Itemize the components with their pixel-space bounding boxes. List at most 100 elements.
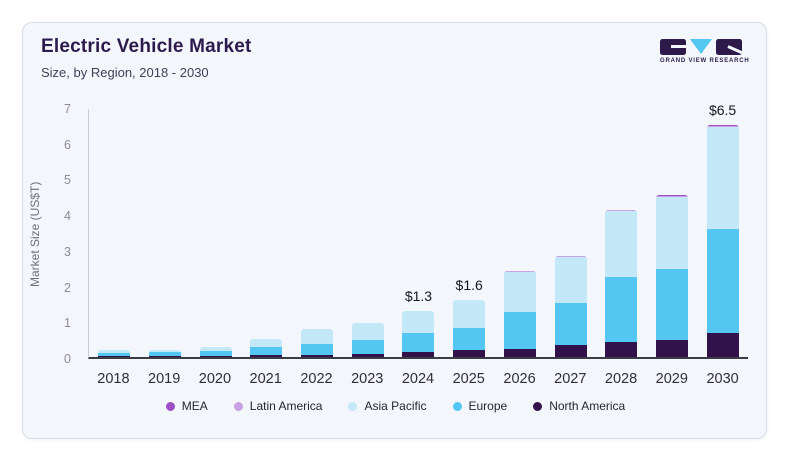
bar-segment-asia-pacific[interactable] xyxy=(706,127,739,230)
value-label-2024: $1.3 xyxy=(404,287,433,304)
bar-column-2028[interactable] xyxy=(605,209,638,357)
bar-column-2024[interactable]: $1.3 xyxy=(402,288,435,357)
bar-segment-europe[interactable] xyxy=(149,352,182,356)
bar-column-2023[interactable] xyxy=(351,323,384,357)
brand-logo: GRAND VIEW RESEARCH xyxy=(660,38,749,64)
bar-column-2022[interactable] xyxy=(301,329,334,357)
bar-segment-north-america[interactable] xyxy=(301,354,334,357)
bar-segment-north-america[interactable] xyxy=(503,348,536,357)
bar-slot: $1.3 xyxy=(393,109,444,357)
y-axis-title: Market Size (US$T) xyxy=(28,181,42,287)
gvr-logo-mark xyxy=(660,38,742,55)
bar-stack xyxy=(605,209,638,357)
bar-segment-latin-america[interactable] xyxy=(605,209,638,211)
bar-segment-asia-pacific[interactable] xyxy=(655,197,688,269)
bar-segment-north-america[interactable] xyxy=(149,355,182,357)
bar-segment-latin-america[interactable] xyxy=(503,271,536,273)
bar-segment-europe[interactable] xyxy=(351,339,384,354)
bar-segment-europe[interactable] xyxy=(250,347,283,356)
bar-segment-europe[interactable] xyxy=(98,353,131,356)
legend-item-europe[interactable]: Europe xyxy=(452,399,508,413)
bar-stack xyxy=(250,338,283,357)
bar-column-2026[interactable] xyxy=(503,271,536,357)
bar-segment-asia-pacific[interactable] xyxy=(605,210,638,277)
logo-v-triangle-icon xyxy=(690,39,712,54)
bar-segment-europe[interactable] xyxy=(199,350,232,356)
bar-segment-asia-pacific[interactable] xyxy=(199,347,232,351)
bar-segment-asia-pacific[interactable] xyxy=(98,349,131,354)
logo-g-icon xyxy=(660,38,686,55)
bar-segment-europe[interactable] xyxy=(402,333,435,352)
bar-segment-asia-pacific[interactable] xyxy=(554,257,587,303)
page-title: Electric Vehicle Market xyxy=(41,36,252,57)
legend-dot-icon xyxy=(533,401,543,411)
bar-segment-north-america[interactable] xyxy=(250,355,283,357)
legend-item-north-america[interactable]: North America xyxy=(533,399,625,413)
bar-segment-europe[interactable] xyxy=(301,343,334,355)
legend-item-mea[interactable]: MEA xyxy=(165,399,208,413)
bar-segment-north-america[interactable] xyxy=(706,333,739,357)
legend-item-latin-america[interactable]: Latin America xyxy=(233,399,322,413)
legend-label: Europe xyxy=(468,399,508,413)
bar-column-2029[interactable] xyxy=(655,195,688,357)
bar-slot xyxy=(647,109,698,357)
bar-segment-asia-pacific[interactable] xyxy=(250,338,283,348)
bar-segment-north-america[interactable] xyxy=(402,352,435,357)
bar-slot: $1.6 xyxy=(444,109,495,357)
bar-segment-north-america[interactable] xyxy=(605,342,638,357)
bar-column-2020[interactable] xyxy=(199,347,232,357)
bar-segment-mea[interactable] xyxy=(655,195,688,197)
y-tick: 6 xyxy=(64,137,71,152)
bar-stack xyxy=(301,329,334,357)
bar-column-2027[interactable] xyxy=(554,256,587,357)
bar-column-2025[interactable]: $1.6 xyxy=(453,277,486,357)
legend-dot-icon xyxy=(348,401,358,411)
bar-segment-europe[interactable] xyxy=(503,312,536,349)
bar-slot xyxy=(89,109,140,357)
bar-segment-europe[interactable] xyxy=(655,268,688,340)
bar-column-2030[interactable]: $6.5 xyxy=(706,102,739,357)
bar-stack xyxy=(199,347,232,357)
value-label-2030: $6.5 xyxy=(708,102,737,119)
bar-segment-europe[interactable] xyxy=(706,229,739,334)
bar-segment-north-america[interactable] xyxy=(554,345,587,357)
bar-segment-asia-pacific[interactable] xyxy=(503,272,536,313)
bar-slot xyxy=(190,109,241,357)
bar-slot xyxy=(140,109,191,357)
legend-item-asia-pacific[interactable]: Asia Pacific xyxy=(348,399,427,413)
legend: MEA Latin America Asia Pacific Europe North … xyxy=(23,399,768,413)
bar-column-2021[interactable] xyxy=(250,338,283,357)
bar-segment-latin-america[interactable] xyxy=(655,196,688,198)
x-tick-label: 2021 xyxy=(249,371,282,387)
bar-segment-asia-pacific[interactable] xyxy=(402,310,435,334)
plot-area: $1.3 $1.6 $6.5 xyxy=(88,102,748,359)
bar-segment-north-america[interactable] xyxy=(351,353,384,357)
bar-segment-north-america[interactable] xyxy=(453,350,486,357)
bar-segment-asia-pacific[interactable] xyxy=(351,323,384,340)
bar-stack xyxy=(98,349,131,357)
bar-segment-asia-pacific[interactable] xyxy=(453,299,486,329)
bar-segment-latin-america[interactable] xyxy=(706,125,739,128)
value-label-2025: $1.6 xyxy=(455,276,483,293)
y-tick: 1 xyxy=(64,316,71,331)
bar-segment-asia-pacific[interactable] xyxy=(149,349,182,353)
bar-column-2018[interactable] xyxy=(98,349,131,357)
bar-segment-north-america[interactable] xyxy=(655,339,688,357)
bar-segment-europe[interactable] xyxy=(554,302,587,346)
bar-segment-europe[interactable] xyxy=(453,328,486,351)
bar-segment-asia-pacific[interactable] xyxy=(301,329,334,344)
bar-stack xyxy=(554,256,587,357)
bar-segment-mea[interactable] xyxy=(706,124,739,126)
bar-slot xyxy=(342,109,393,357)
bar-segment-north-america[interactable] xyxy=(199,355,232,357)
x-tick-label: 2023 xyxy=(351,371,384,387)
legend-label: Asia Pacific xyxy=(364,399,427,413)
bar-stack xyxy=(503,271,536,357)
bar-stack xyxy=(351,323,384,357)
y-tick: 3 xyxy=(64,244,71,259)
bar-column-2019[interactable] xyxy=(149,349,182,357)
bar-segment-latin-america[interactable] xyxy=(554,256,587,258)
bar-segment-north-america[interactable] xyxy=(98,355,131,357)
bar-segment-europe[interactable] xyxy=(605,277,638,342)
